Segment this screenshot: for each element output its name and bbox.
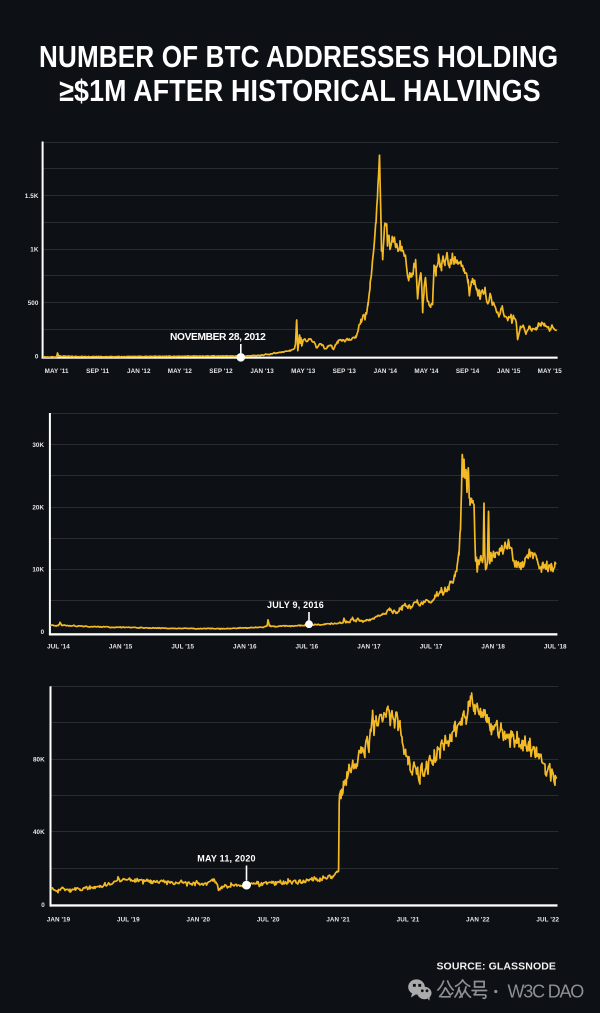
svg-text:10K: 10K [32, 567, 44, 574]
svg-text:MAY '14: MAY '14 [414, 368, 439, 375]
svg-text:JUL '16: JUL '16 [296, 644, 319, 651]
svg-text:SEP '14: SEP '14 [456, 368, 480, 375]
svg-text:0: 0 [41, 902, 45, 909]
svg-text:JUL '18: JUL '18 [544, 644, 567, 651]
svg-text:JULY 9, 2016: JULY 9, 2016 [267, 600, 324, 610]
svg-text:JUL '19: JUL '19 [117, 917, 140, 924]
svg-text:SEP '13: SEP '13 [333, 368, 357, 375]
svg-text:SEP '12: SEP '12 [209, 368, 233, 375]
svg-text:SOURCE: GLASSNODE: SOURCE: GLASSNODE [436, 961, 556, 973]
svg-text:JAN '15: JAN '15 [109, 644, 133, 651]
svg-text:20K: 20K [32, 504, 44, 511]
svg-text:JUL '21: JUL '21 [397, 917, 420, 924]
svg-text:1.5K: 1.5K [25, 193, 39, 200]
svg-text:JAN '13: JAN '13 [250, 368, 274, 375]
svg-text:JAN '21: JAN '21 [326, 917, 350, 924]
svg-text:30K: 30K [32, 442, 44, 449]
svg-text:JAN '17: JAN '17 [357, 644, 381, 651]
svg-text:MAY '12: MAY '12 [168, 368, 193, 375]
svg-text:500: 500 [28, 300, 39, 307]
svg-text:NOVEMBER 28, 2012: NOVEMBER 28, 2012 [170, 332, 266, 343]
svg-text:JAN '22: JAN '22 [466, 917, 490, 924]
svg-text:JUL '15: JUL '15 [171, 644, 194, 651]
svg-text:JAN '14: JAN '14 [374, 368, 398, 375]
svg-text:W3C DAO: W3C DAO [508, 981, 585, 1001]
svg-text:0: 0 [35, 354, 39, 361]
svg-text:40K: 40K [33, 829, 45, 836]
svg-text:JAN '18: JAN '18 [481, 644, 505, 651]
svg-text:JUL '17: JUL '17 [420, 644, 443, 651]
svg-text:MAY 11, 2020: MAY 11, 2020 [197, 854, 255, 864]
svg-text:MAY '13: MAY '13 [291, 368, 316, 375]
svg-text:JUL '14: JUL '14 [47, 644, 70, 651]
svg-text:JAN '12: JAN '12 [127, 368, 151, 375]
svg-text:JUL '22: JUL '22 [536, 917, 559, 924]
svg-text:MAY '15: MAY '15 [538, 368, 563, 375]
svg-text:JAN '20: JAN '20 [187, 917, 211, 924]
svg-text:JAN '16: JAN '16 [233, 644, 257, 651]
svg-text:JAN '15: JAN '15 [497, 368, 521, 375]
svg-text:1K: 1K [30, 246, 39, 253]
svg-text:SEP '11: SEP '11 [86, 368, 109, 375]
svg-text:JAN '19: JAN '19 [47, 917, 71, 924]
svg-text:0: 0 [41, 629, 45, 636]
svg-text:MAY '11: MAY '11 [45, 368, 69, 375]
svg-text:JUL '20: JUL '20 [257, 917, 280, 924]
svg-text:80K: 80K [33, 757, 45, 764]
